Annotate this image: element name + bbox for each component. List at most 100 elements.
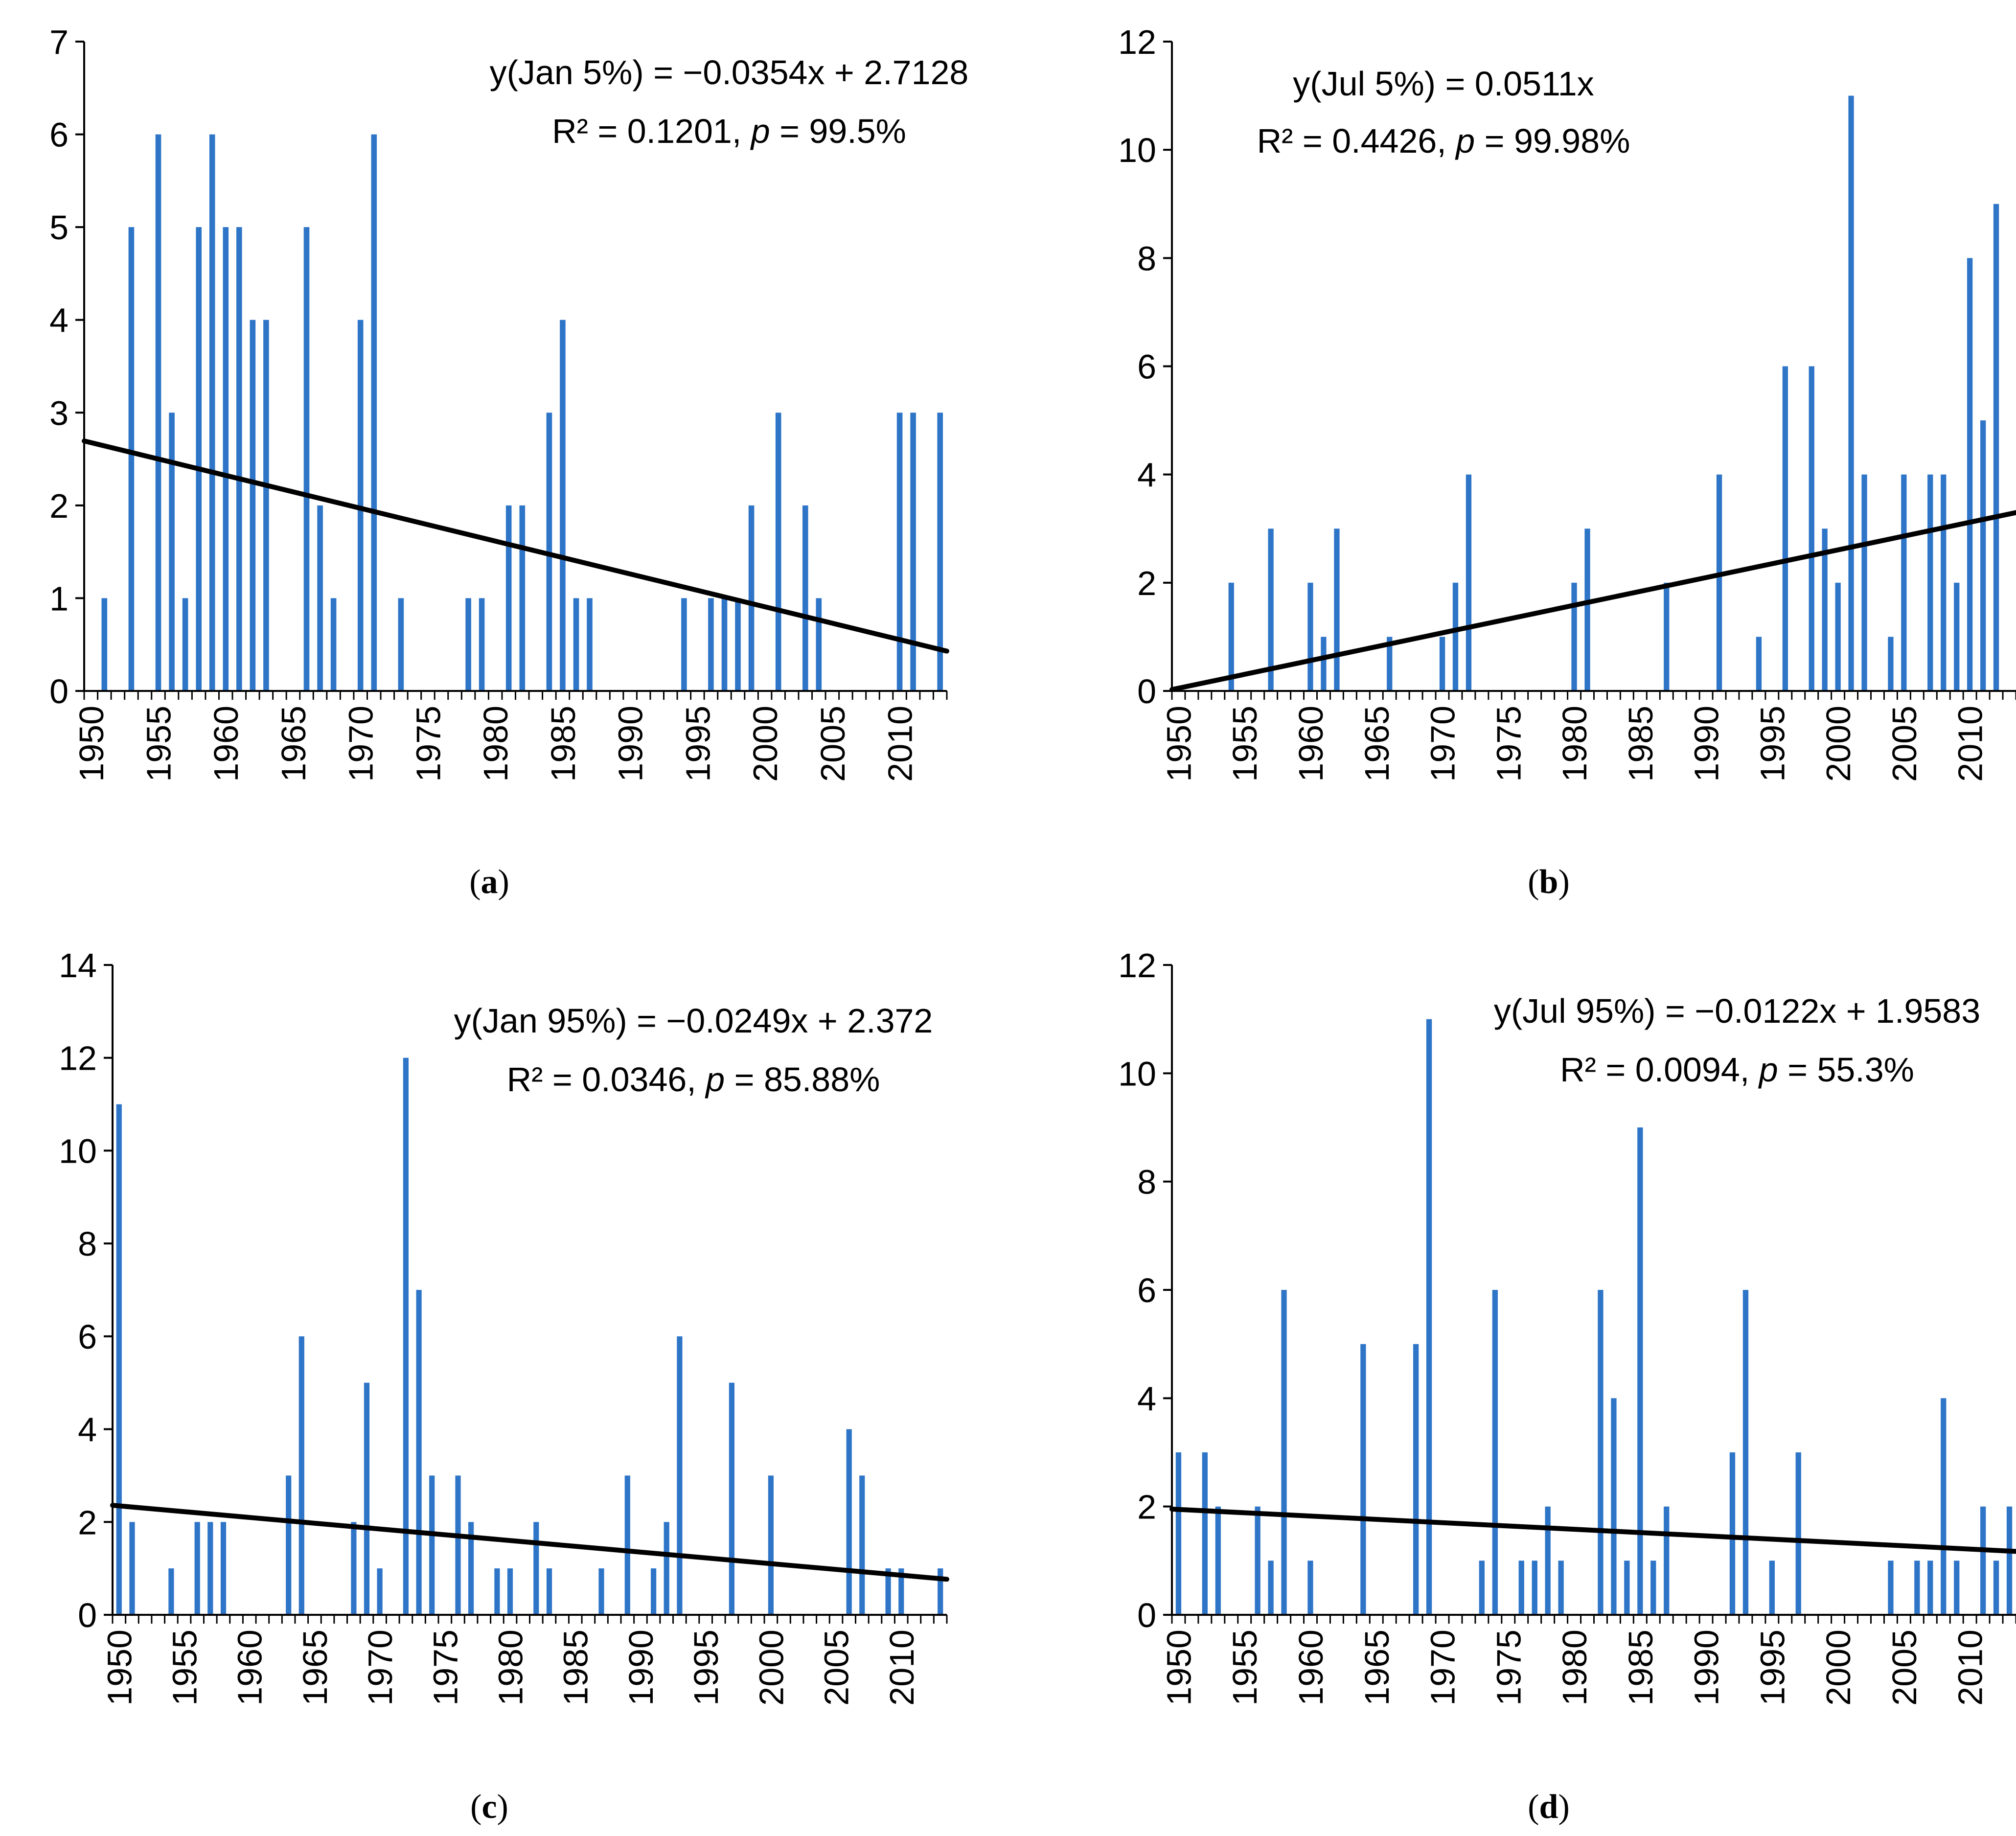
bar-1970 <box>1439 637 1445 691</box>
y-tick-label: 2 <box>1137 564 1156 602</box>
panel-label: (a) <box>469 863 509 901</box>
bar-1957 <box>182 598 188 691</box>
x-tick-label: 1990 <box>622 1629 660 1706</box>
panel-b: y(Jul 5%) = 0.0511x R² = 0.4426, p = 99.… <box>1118 23 2016 901</box>
bar-1962 <box>250 320 256 691</box>
bar-1985 <box>560 320 566 691</box>
bar-2001 <box>1848 95 1854 691</box>
bar-1996 <box>1782 366 1788 691</box>
y-tick-label: 12 <box>1118 23 1156 61</box>
y-tick-label: 10 <box>59 1132 97 1170</box>
bar-1991 <box>651 1568 657 1615</box>
bar-2004 <box>1888 637 1894 691</box>
equation-line1: y(Jul 95%) = −0.0122x + 1.9583 <box>1494 992 1980 1030</box>
panel-c: y(Jan 95%) = −0.0249x + 2.372 R² = 0.034… <box>59 946 949 1826</box>
bar-1987 <box>1664 582 1670 691</box>
y-tick-label: 4 <box>49 301 69 340</box>
bar-1963 <box>286 1475 292 1615</box>
bar-1952 <box>1202 1452 1208 1615</box>
bar-1957 <box>207 1522 213 1615</box>
bar-1983 <box>1611 1398 1617 1615</box>
equation-line1: y(Jan 95%) = −0.0249x + 2.372 <box>454 1002 933 1040</box>
x-tick-label: 1965 <box>1358 1629 1396 1706</box>
bar-1954 <box>168 1568 174 1615</box>
x-tick-label: 1970 <box>361 1629 399 1706</box>
bar-1981 <box>1584 528 1590 691</box>
bar-1993 <box>1742 1290 1749 1615</box>
x-tick-label: 1985 <box>1622 706 1660 782</box>
bar-1970 <box>377 1568 383 1615</box>
bar-1964 <box>1360 1344 1366 1615</box>
trendline <box>1169 510 2016 692</box>
bar-1961 <box>1321 637 1327 691</box>
y-tick-label: 10 <box>1118 1055 1156 1093</box>
equation-p-value: = 99.98% <box>1475 122 1630 160</box>
x-tick-label: 1985 <box>544 706 582 782</box>
x-tick-label: 1960 <box>1292 706 1330 782</box>
bar-2000 <box>768 1475 774 1615</box>
bar-1994 <box>1756 637 1762 691</box>
panel-label-letter: d <box>1539 1788 1558 1826</box>
y-tick-label: 10 <box>1118 131 1156 169</box>
equation-p-symbol: p <box>1455 122 1475 160</box>
y-tick-label: 6 <box>78 1318 97 1356</box>
equation-r2: R² = 0.4426, <box>1257 122 1456 160</box>
bar-2009 <box>885 1568 891 1615</box>
bar-1991 <box>1716 474 1722 691</box>
bar-1971 <box>371 134 377 691</box>
bar-1950 <box>116 1104 122 1615</box>
bar-1973 <box>416 1290 422 1615</box>
x-tick-label: 1955 <box>140 706 178 782</box>
bar-1978 <box>1545 1506 1551 1615</box>
x-tick-label: 1955 <box>1226 1629 1264 1706</box>
y-tick-label: 0 <box>49 672 69 711</box>
bar-2013 <box>2006 1506 2013 1615</box>
bar-1979 <box>1558 1561 1564 1615</box>
bar-1972 <box>403 1057 409 1615</box>
x-tick-label: 1970 <box>342 706 380 782</box>
y-tick-label: 6 <box>1137 348 1156 386</box>
bar-1996 <box>708 598 714 691</box>
bar-1970 <box>357 320 364 691</box>
bar-1957 <box>1268 528 1274 691</box>
bar-1951 <box>101 598 108 691</box>
x-tick-label: 1980 <box>1556 1629 1594 1706</box>
bar-1957 <box>1268 1561 1274 1615</box>
bar-2006 <box>1914 1561 1920 1615</box>
bar-1955 <box>155 134 161 691</box>
bar-2000 <box>1835 582 1841 691</box>
bar-2002 <box>1861 474 1867 691</box>
bar-1973 <box>398 598 404 691</box>
panel-d: y(Jul 95%) = −0.0122x + 1.9583 R² = 0.00… <box>1118 946 2016 1826</box>
y-tick-label: 14 <box>59 946 97 985</box>
bar-1963 <box>263 320 269 691</box>
bar-1958 <box>1281 1290 1287 1615</box>
x-tick-label: 1975 <box>1489 1629 1528 1706</box>
bar-1997 <box>721 598 728 691</box>
y-tick-label: 6 <box>1137 1271 1156 1309</box>
x-tick-label: 1995 <box>1753 706 1791 782</box>
x-tick-label: 1975 <box>1489 706 1528 782</box>
x-tick-label: 1965 <box>275 706 313 782</box>
panel-label: (d) <box>1528 1788 1570 1826</box>
y-tick-label: 5 <box>49 208 69 247</box>
equation-p-symbol: p <box>750 112 770 150</box>
x-tick-label: 1975 <box>409 706 447 782</box>
equation-line1: y(Jan 5%) = −0.0354x + 2.7128 <box>490 53 969 92</box>
bar-1979 <box>494 1568 500 1615</box>
x-tick-label: 1975 <box>426 1629 464 1706</box>
bar-1997 <box>1795 1452 1801 1615</box>
bar-1954 <box>1228 582 1234 691</box>
y-tick-label: 4 <box>1137 1379 1156 1418</box>
bar-1974 <box>429 1475 435 1615</box>
x-tick-label: 1985 <box>557 1629 595 1706</box>
y-tick-label: 0 <box>78 1596 97 1634</box>
bar-1950 <box>1175 1452 1182 1615</box>
trendline <box>82 438 949 654</box>
bar-1960 <box>223 227 229 691</box>
bar-2008 <box>1941 474 1947 691</box>
bar-2007 <box>1927 474 1933 691</box>
panel-label-letter: b <box>1539 863 1558 901</box>
bar-1966 <box>1387 637 1393 691</box>
